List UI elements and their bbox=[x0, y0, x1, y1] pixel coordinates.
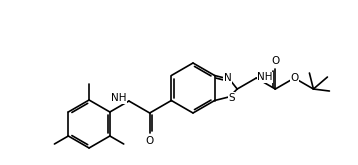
Text: NH: NH bbox=[111, 93, 127, 103]
Text: O: O bbox=[146, 136, 154, 146]
Text: O: O bbox=[271, 56, 280, 66]
Text: NH: NH bbox=[257, 72, 273, 82]
Text: O: O bbox=[290, 73, 299, 83]
Text: N: N bbox=[223, 73, 231, 83]
Text: S: S bbox=[228, 93, 235, 103]
